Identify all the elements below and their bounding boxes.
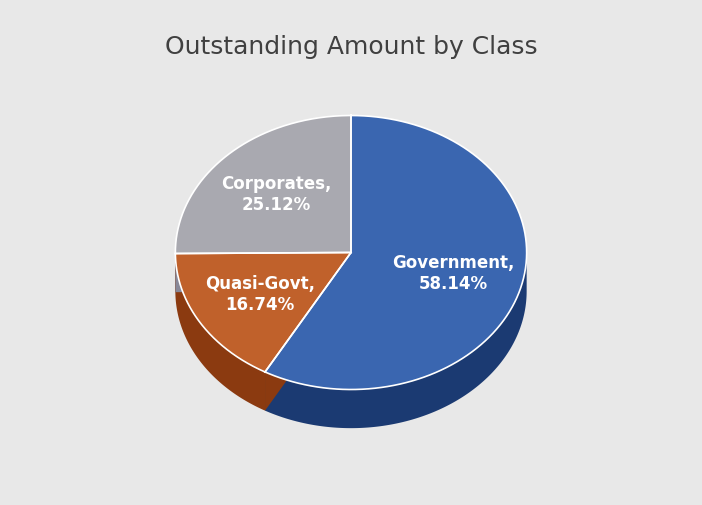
Polygon shape	[265, 252, 351, 411]
Polygon shape	[176, 252, 351, 292]
Polygon shape	[176, 252, 351, 372]
Text: Quasi-Govt,
16.74%: Quasi-Govt, 16.74%	[205, 275, 315, 314]
Text: Outstanding Amount by Class: Outstanding Amount by Class	[165, 35, 537, 60]
Polygon shape	[176, 252, 351, 292]
Polygon shape	[265, 252, 351, 411]
Text: Corporates,
25.12%: Corporates, 25.12%	[221, 175, 331, 214]
Polygon shape	[265, 253, 526, 428]
Polygon shape	[176, 254, 265, 411]
Text: Government,
58.14%: Government, 58.14%	[392, 254, 514, 293]
Polygon shape	[265, 116, 526, 389]
Polygon shape	[176, 116, 351, 254]
